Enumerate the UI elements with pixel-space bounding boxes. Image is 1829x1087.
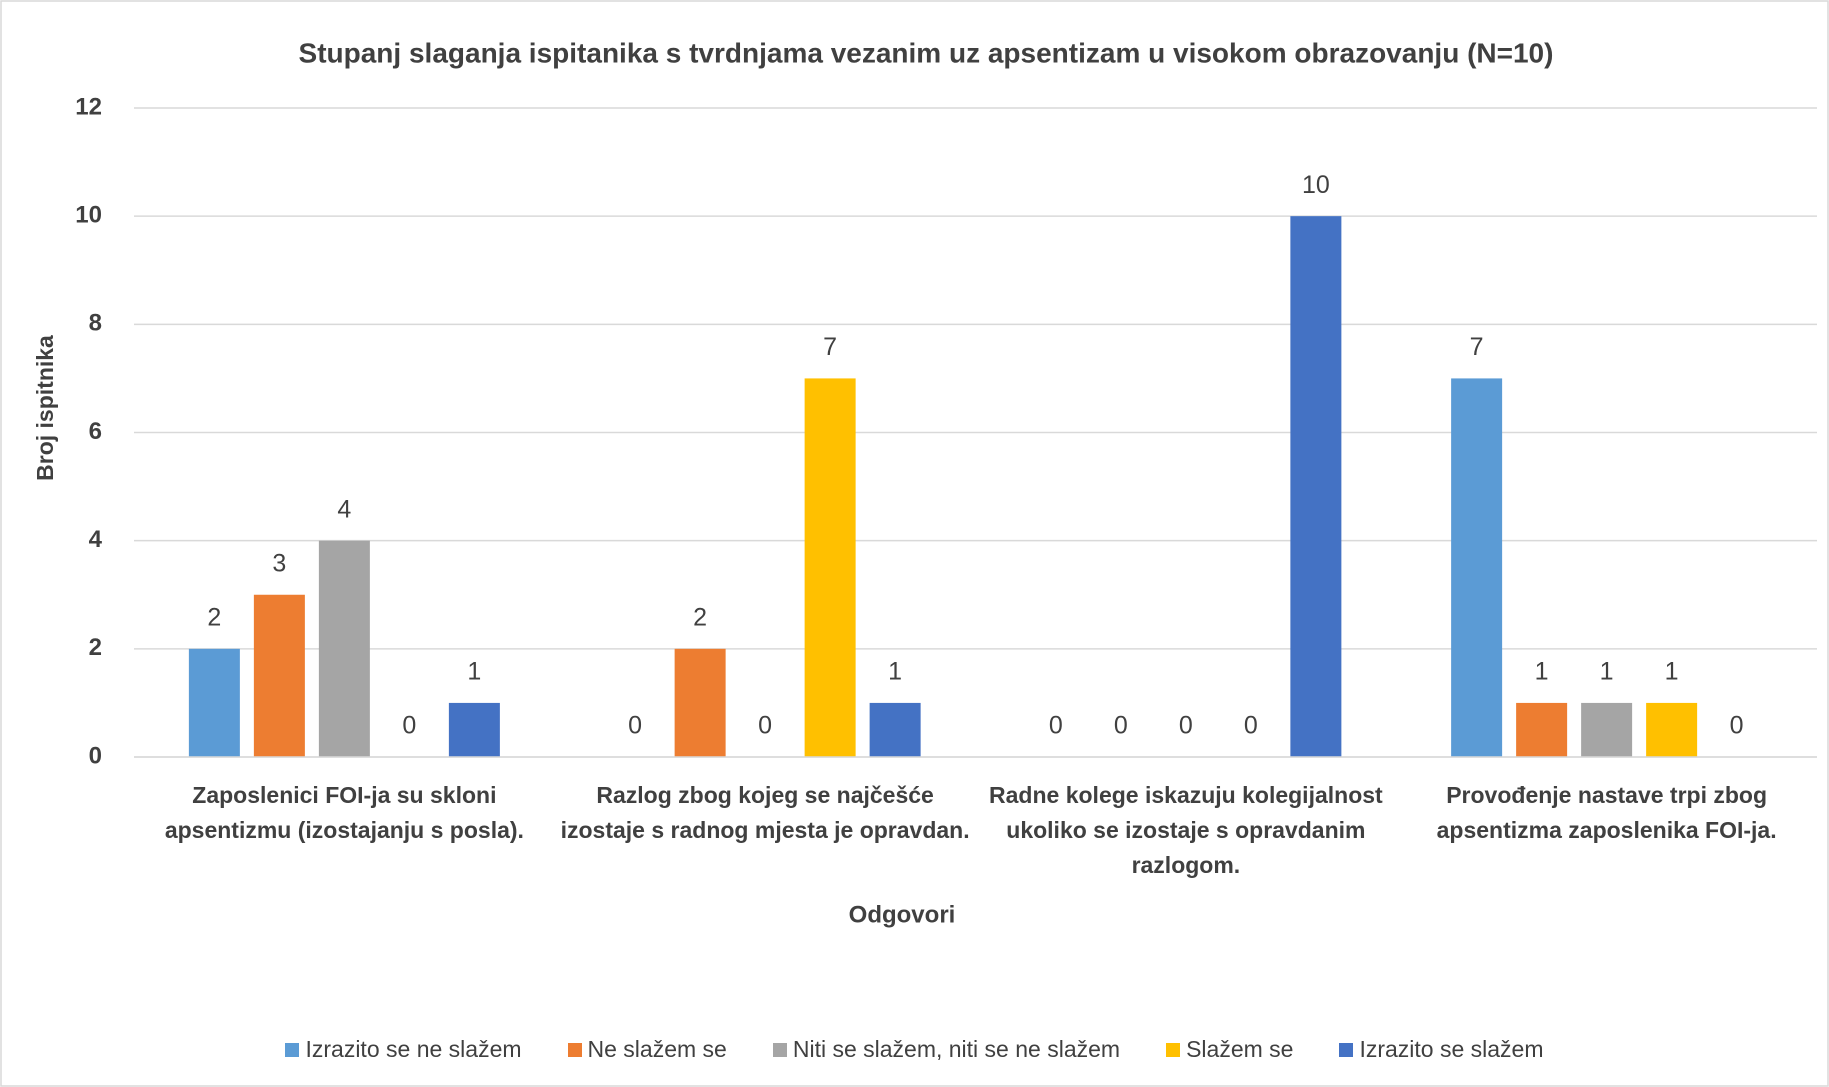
- bar: [1646, 702, 1698, 757]
- x-tick-label: Radne kolege iskazuju kolegijalnost ukol…: [989, 782, 1383, 878]
- bar: [674, 648, 726, 757]
- bar: [804, 378, 856, 757]
- data-label: 0: [1244, 712, 1258, 740]
- data-label: 0: [1730, 712, 1744, 740]
- legend-swatch: [772, 1042, 787, 1057]
- y-tick-label: 6: [89, 418, 102, 445]
- data-label: 0: [758, 712, 772, 740]
- legend-label: Izrazito se slažem: [1359, 1036, 1544, 1062]
- x-axis-title: Odgovori: [849, 901, 956, 928]
- data-label: 0: [1114, 712, 1128, 740]
- bar: [1290, 216, 1342, 757]
- data-label: 1: [467, 658, 481, 686]
- chart-title: Stupanj slaganja ispitanika s tvrdnjama …: [299, 37, 1554, 68]
- legend-label: Ne slažem se: [587, 1036, 727, 1062]
- bar: [1516, 702, 1568, 757]
- x-tick-label: Zaposlenici FOI-ja su skloni apsentizmu …: [164, 782, 524, 843]
- bar: [869, 702, 921, 757]
- bar: [1581, 702, 1633, 757]
- legend: Izrazito se ne slažem Ne slažem se Niti se…: [0, 1036, 1829, 1063]
- legend-swatch: [285, 1042, 300, 1057]
- data-label: 10: [1302, 171, 1330, 199]
- y-tick-label: 4: [89, 526, 103, 553]
- legend-item: Izrazito se ne slažem: [285, 1036, 522, 1063]
- x-tick-label: Provođenje nastave trpi zbog apsentizma …: [1436, 782, 1777, 843]
- data-label: 1: [1600, 658, 1614, 686]
- data-label: 1: [1535, 658, 1549, 686]
- legend-swatch: [1166, 1042, 1181, 1057]
- bar: [1451, 378, 1503, 757]
- data-label: 3: [272, 549, 286, 577]
- legend-swatch: [1339, 1042, 1354, 1057]
- bar: [188, 648, 240, 757]
- y-tick-label: 8: [89, 310, 102, 337]
- data-label: 0: [1179, 712, 1193, 740]
- y-tick-label: 10: [75, 202, 102, 229]
- bar: [448, 702, 500, 757]
- bar: [318, 540, 370, 757]
- legend-item: Niti se slažem, niti se ne slažem: [772, 1036, 1121, 1063]
- data-label: 0: [1049, 712, 1063, 740]
- y-tick-label: 12: [75, 93, 102, 120]
- y-tick-label: 2: [89, 634, 102, 661]
- data-label: 1: [1665, 658, 1679, 686]
- data-label: 7: [1470, 333, 1484, 361]
- legend-item: Slažem se: [1166, 1036, 1293, 1063]
- legend-item: Ne slažem se: [567, 1036, 727, 1063]
- bar: [253, 594, 305, 757]
- legend-swatch: [567, 1042, 582, 1057]
- data-label: 7: [823, 333, 837, 361]
- data-label: 4: [337, 495, 351, 523]
- data-label: 0: [628, 712, 642, 740]
- y-axis-title: Broj ispitnika: [32, 335, 58, 481]
- data-label: 1: [888, 658, 902, 686]
- legend-label: Slažem se: [1186, 1036, 1294, 1062]
- legend-label: Izrazito se ne slažem: [305, 1036, 522, 1062]
- y-tick-label: 0: [89, 742, 102, 769]
- legend-label: Niti se slažem, niti se ne slažem: [792, 1036, 1121, 1062]
- data-label: 0: [402, 712, 416, 740]
- x-tick-label: Razlog zbog kojeg se najčešće izostaje s…: [560, 782, 970, 843]
- legend-item: Izrazito se slažem: [1339, 1036, 1544, 1063]
- data-label: 2: [207, 603, 221, 631]
- data-label: 2: [693, 603, 707, 631]
